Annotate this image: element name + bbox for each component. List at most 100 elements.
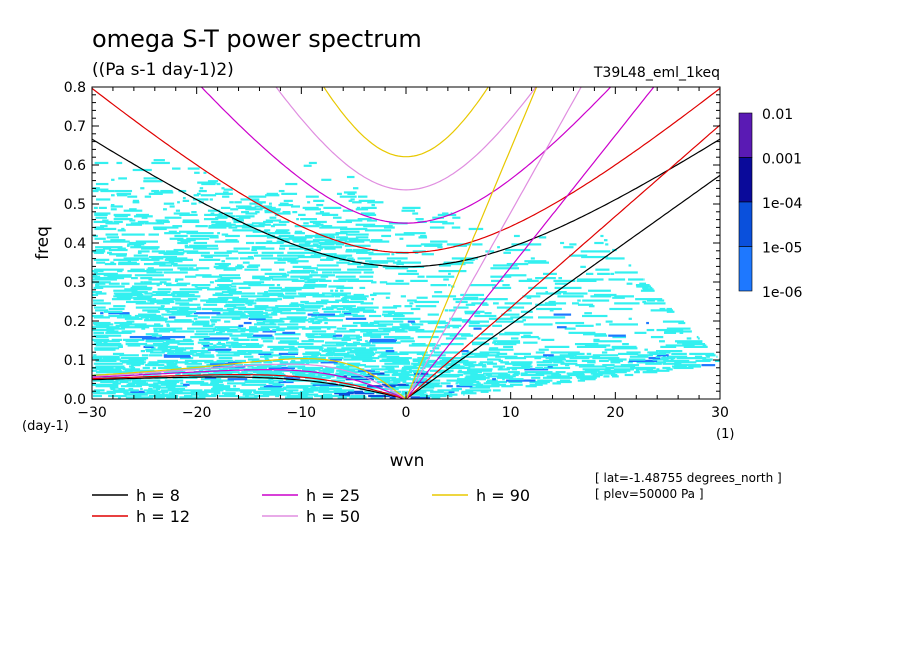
power-cell	[111, 338, 123, 341]
power-cell	[429, 342, 436, 346]
power-cell	[105, 233, 119, 236]
power-cell	[224, 305, 237, 308]
power-cell	[246, 265, 259, 268]
power-cell	[217, 232, 221, 235]
power-cell	[153, 191, 174, 194]
power-cell	[189, 366, 205, 370]
power-cell	[455, 300, 468, 304]
power-cell	[410, 396, 431, 399]
power-cell	[368, 253, 390, 256]
power-cell	[299, 305, 324, 308]
power-cell	[492, 378, 496, 381]
y-unit-label: (day-1)	[22, 419, 69, 434]
power-cell	[512, 364, 531, 367]
power-cell	[353, 293, 365, 297]
power-cell	[184, 359, 214, 363]
power-cell	[467, 368, 493, 371]
power-cell	[358, 199, 375, 202]
power-cell	[481, 333, 494, 336]
power-cell	[241, 383, 267, 386]
power-cell	[319, 211, 325, 214]
power-cell	[165, 309, 170, 312]
power-cell	[92, 355, 120, 358]
power-cell	[172, 225, 183, 228]
power-cell	[337, 396, 347, 399]
power-cell	[347, 262, 361, 266]
power-cell	[360, 302, 374, 305]
power-cell	[335, 239, 348, 242]
power-cell	[541, 338, 555, 341]
power-cell	[387, 386, 414, 389]
power-cell	[124, 317, 143, 320]
power-cell	[174, 319, 192, 322]
power-cell	[108, 307, 125, 311]
power-cell	[586, 352, 592, 356]
power-cell	[395, 279, 404, 283]
power-cell	[287, 271, 311, 274]
power-cell	[492, 365, 506, 368]
power-cell	[347, 192, 356, 195]
power-cell	[290, 275, 313, 278]
power-cell	[198, 189, 207, 193]
power-cell	[209, 362, 236, 365]
power-cell	[175, 361, 189, 364]
power-cell	[343, 306, 353, 309]
power-cell	[93, 220, 113, 224]
power-cell	[195, 225, 208, 228]
power-cell	[229, 334, 252, 337]
run-label: T39L48_eml_1keq	[593, 65, 720, 81]
power-cell	[290, 261, 299, 264]
power-cell	[556, 326, 567, 329]
power-cell	[115, 379, 132, 382]
power-cell	[92, 390, 100, 393]
power-cell	[342, 368, 365, 371]
power-cell	[187, 327, 217, 330]
power-cell	[441, 358, 454, 361]
power-cell	[617, 352, 639, 356]
power-cell	[629, 355, 649, 358]
power-cell	[582, 314, 608, 318]
power-cell	[114, 215, 128, 218]
power-cell	[483, 372, 508, 375]
power-cell	[200, 194, 217, 197]
power-cell	[243, 355, 254, 358]
power-cell	[110, 203, 115, 207]
power-cell	[526, 278, 533, 281]
power-cell	[226, 307, 235, 311]
power-cell	[92, 314, 104, 318]
power-cell	[332, 337, 360, 340]
power-cell	[401, 368, 412, 371]
x-tick-label: −20	[182, 405, 212, 421]
power-cell	[398, 385, 418, 388]
power-cell	[501, 313, 520, 316]
power-cell	[141, 327, 146, 330]
power-cell	[210, 382, 219, 385]
power-cell	[487, 362, 498, 365]
rossby-curve	[92, 376, 407, 399]
power-cell	[593, 338, 600, 341]
power-cell	[190, 335, 210, 339]
power-cell	[213, 371, 240, 374]
power-cell	[320, 258, 334, 261]
power-cell	[92, 366, 114, 370]
power-cell	[93, 302, 111, 305]
power-cell	[93, 331, 105, 334]
power-cell	[551, 373, 562, 377]
power-cell	[304, 281, 316, 284]
power-cell	[384, 371, 399, 374]
power-cell	[164, 232, 181, 235]
power-cell	[168, 260, 183, 263]
power-cell	[110, 205, 123, 208]
power-cell	[250, 361, 262, 364]
power-cell	[383, 328, 405, 332]
power-cell	[93, 206, 98, 209]
power-cell	[449, 334, 458, 337]
power-cell	[118, 345, 123, 348]
power-cell	[474, 337, 498, 340]
power-cell	[167, 351, 175, 354]
power-cell	[336, 220, 353, 224]
power-cell	[577, 299, 581, 302]
power-cell	[165, 250, 179, 253]
power-cell	[95, 371, 123, 374]
power-cell	[552, 382, 561, 385]
